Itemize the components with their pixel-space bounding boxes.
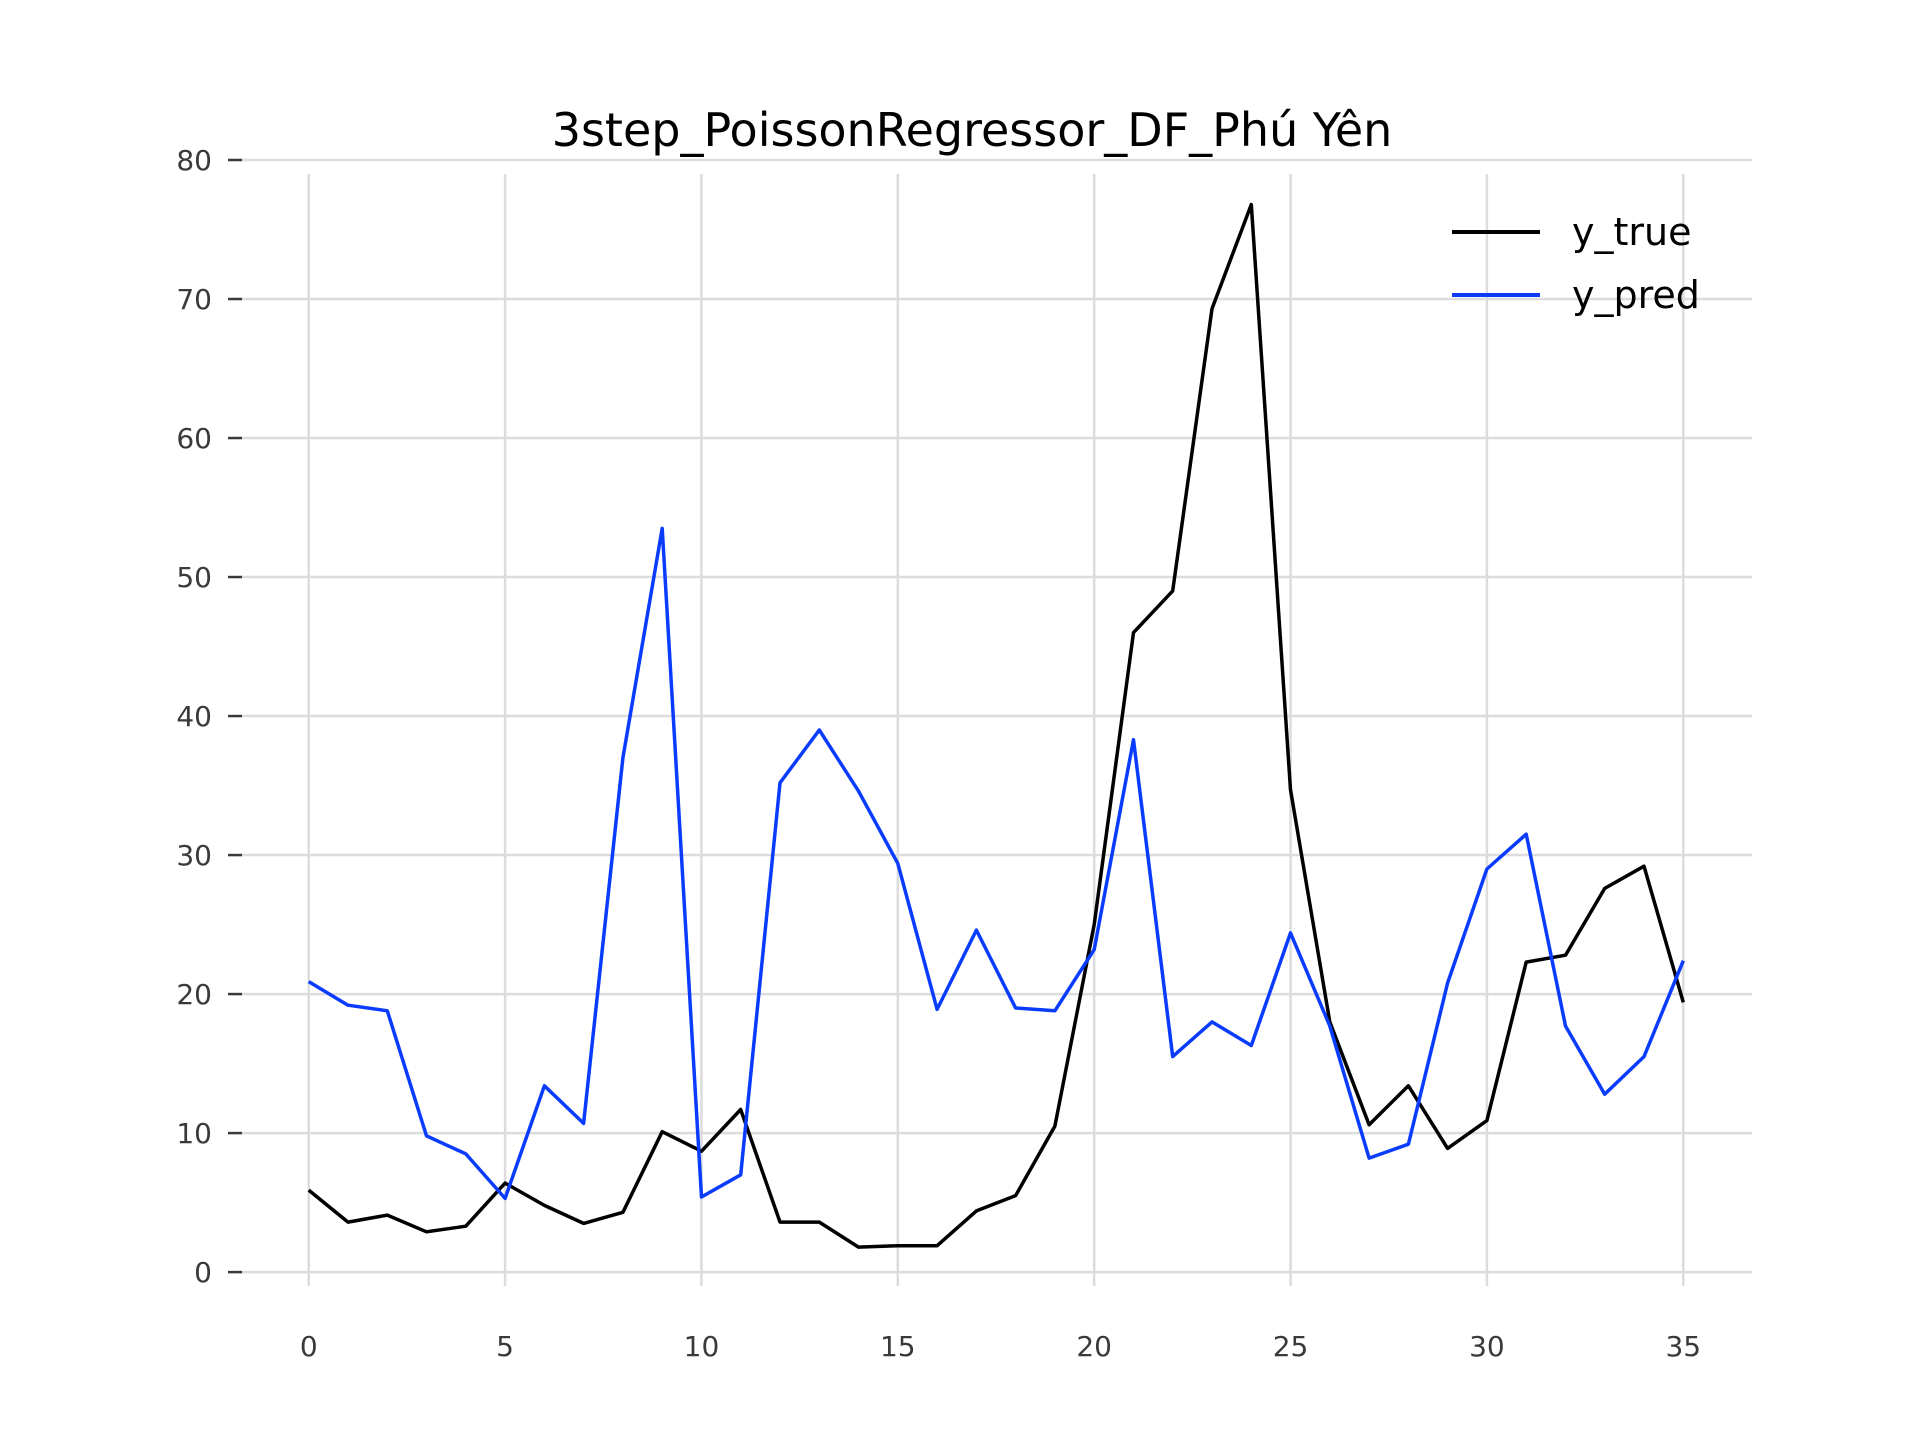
legend-label-y-true: y_true [1572, 210, 1691, 254]
x-tick-label: 30 [1469, 1330, 1505, 1363]
y-tick-label: 80 [176, 144, 212, 177]
y-tick-label: 50 [176, 561, 212, 594]
y-tick-label: 0 [194, 1256, 212, 1289]
grid [240, 158, 1752, 1286]
y-tick-label: 70 [176, 283, 212, 316]
y-tick-label: 30 [176, 839, 212, 872]
y-axis: 0 10 20 30 40 50 60 70 80 [176, 144, 242, 1289]
series-line-y-pred [307, 526, 1685, 1201]
legend: y_true y_pred [1452, 210, 1700, 317]
series-group [307, 202, 1685, 1249]
series-line-y-true [307, 202, 1685, 1249]
x-tick-label: 15 [880, 1330, 916, 1363]
x-axis: 0 5 10 15 20 25 30 35 [300, 1330, 1701, 1363]
x-tick-label: 5 [496, 1330, 514, 1363]
y-tick-label: 60 [176, 422, 212, 455]
x-tick-label: 0 [300, 1330, 318, 1363]
x-tick-label: 10 [684, 1330, 720, 1363]
x-tick-label: 20 [1076, 1330, 1112, 1363]
y-tick-label: 10 [176, 1117, 212, 1150]
y-tick-label: 20 [176, 978, 212, 1011]
y-tick-label: 40 [176, 700, 212, 733]
legend-label-y-pred: y_pred [1572, 273, 1700, 317]
x-tick-label: 35 [1665, 1330, 1701, 1363]
x-tick-label: 25 [1273, 1330, 1309, 1363]
chart-title: 3step_PoissonRegressor_DF_Phú Yên [552, 103, 1393, 157]
